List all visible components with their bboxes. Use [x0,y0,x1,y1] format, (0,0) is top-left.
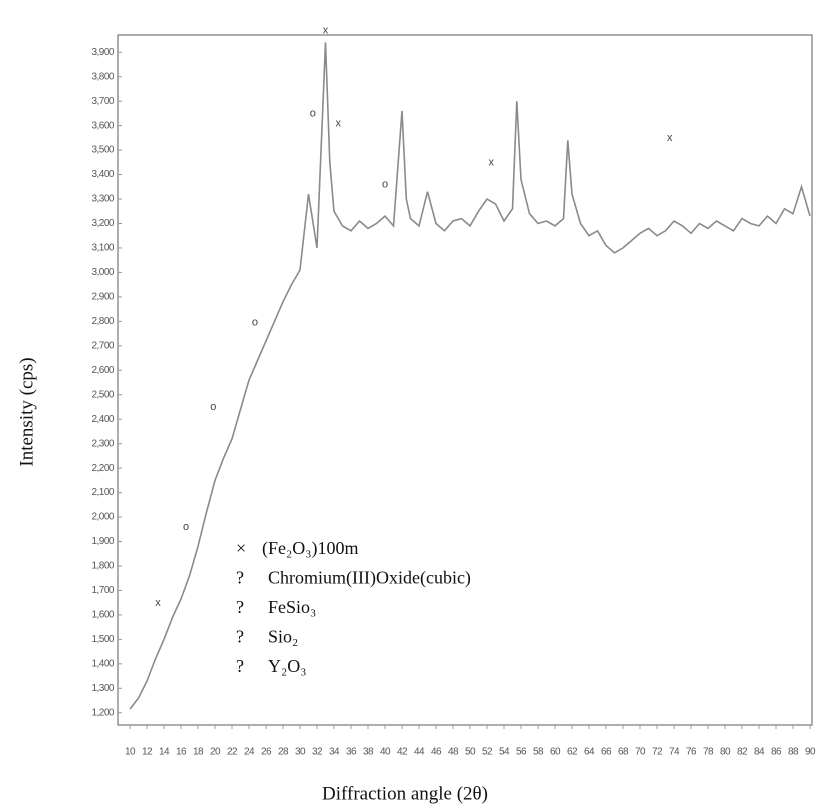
peak-marker: o [252,317,258,329]
y-tick-label: 1,700 [91,585,114,596]
x-tick-label: 82 [737,747,748,758]
x-tick-label: 66 [601,747,612,758]
y-tick-label: 1,600 [91,610,114,621]
y-tick-label: 1,400 [91,658,114,669]
y-tick-label: 1,300 [91,683,114,694]
x-tick-label: 76 [686,747,697,758]
legend-symbol: ? [236,568,244,588]
x-tick-label: 84 [754,747,765,758]
x-tick-label: 80 [720,747,731,758]
x-tick-label: 52 [482,747,493,758]
x-tick-label: 42 [397,747,408,758]
y-tick-label: 2,300 [91,438,114,449]
y-tick-label: 2,400 [91,414,114,425]
y-tick-label: 2,700 [91,340,114,351]
peak-marker: x [336,117,342,129]
legend-symbol: ? [236,656,244,676]
y-tick-label: 3,100 [91,243,114,254]
y-tick-label: 1,900 [91,536,114,547]
x-tick-label: 68 [618,747,629,758]
x-tick-label: 22 [227,747,238,758]
x-tick-label: 18 [193,747,204,758]
y-tick-label: 1,500 [91,634,114,645]
y-tick-label: 3,400 [91,169,114,180]
data-line [129,42,811,710]
y-tick-label: 1,200 [91,707,114,718]
peak-marker: x [489,156,495,168]
y-tick-label: 2,600 [91,365,114,376]
y-tick-label: 1,800 [91,561,114,572]
peak-marker: o [210,401,216,413]
y-tick-label: 2,500 [91,389,114,400]
x-tick-label: 58 [533,747,544,758]
peak-marker: o [310,108,316,120]
legend-label: FeSio₃ [268,597,316,617]
y-axis-label: Intensity (cps) [16,357,37,466]
x-tick-label: 72 [652,747,663,758]
y-tick-label: 3,300 [91,194,114,205]
legend-label: Y₂O₃ [268,656,307,676]
y-tick-label: 3,000 [91,267,114,278]
x-tick-label: 26 [261,747,272,758]
legend-symbol: ? [236,627,244,647]
legend-label: Chromium(III)Oxide(cubic) [268,568,471,589]
y-tick-label: 3,700 [91,96,114,107]
x-tick-label: 70 [635,747,646,758]
plot-frame [117,34,813,726]
x-tick-label: 50 [465,747,476,758]
x-tick-label: 60 [550,747,561,758]
x-tick-label: 90 [805,747,816,758]
peak-marker: x [155,597,161,609]
y-tick-label: 3,800 [91,71,114,82]
y-tick-label: 2,000 [91,512,114,523]
x-tick-label: 40 [380,747,391,758]
x-tick-label: 56 [516,747,527,758]
peak-marker: x [323,24,329,36]
x-tick-label: 20 [210,747,221,758]
peak-marker: o [183,521,189,533]
x-tick-label: 16 [176,747,187,758]
y-tick-label: 2,800 [91,316,114,327]
x-tick-label: 78 [703,747,714,758]
y-tick-label: 2,900 [91,292,114,303]
x-tick-label: 44 [414,747,425,758]
x-tick-label: 32 [312,747,323,758]
x-tick-label: 36 [346,747,357,758]
x-tick-label: 14 [159,747,170,758]
x-tick-label: 38 [363,747,374,758]
x-tick-label: 24 [244,747,255,758]
legend-label: (Fe₂O₃)100m [262,538,359,559]
x-tick-label: 10 [125,747,136,758]
y-tick-label: 2,200 [91,463,114,474]
x-tick-label: 34 [329,747,340,758]
x-tick-label: 12 [142,747,153,758]
x-tick-label: 62 [567,747,578,758]
y-tick-label: 3,500 [91,145,114,156]
y-tick-label: 3,900 [91,47,114,58]
x-tick-label: 64 [584,747,595,758]
peak-marker: x [667,132,673,144]
legend-box [218,522,630,700]
x-tick-label: 30 [295,747,306,758]
legend-label: Sio₂ [268,627,298,647]
x-tick-label: 54 [499,747,510,758]
y-tick-label: 3,200 [91,218,114,229]
x-tick-label: 46 [431,747,442,758]
legend-symbol: ? [236,597,244,617]
x-tick-label: 74 [669,747,680,758]
y-tick-label: 3,600 [91,120,114,131]
y-tick-label: 2,100 [91,487,114,498]
x-tick-label: 86 [771,747,782,758]
x-axis-label: Diffraction angle (2θ) [322,783,488,804]
x-tick-label: 48 [448,747,459,758]
x-tick-label: 28 [278,747,289,758]
legend-symbol: × [236,538,246,558]
x-tick-label: 88 [788,747,799,758]
peak-marker: o [382,178,388,190]
